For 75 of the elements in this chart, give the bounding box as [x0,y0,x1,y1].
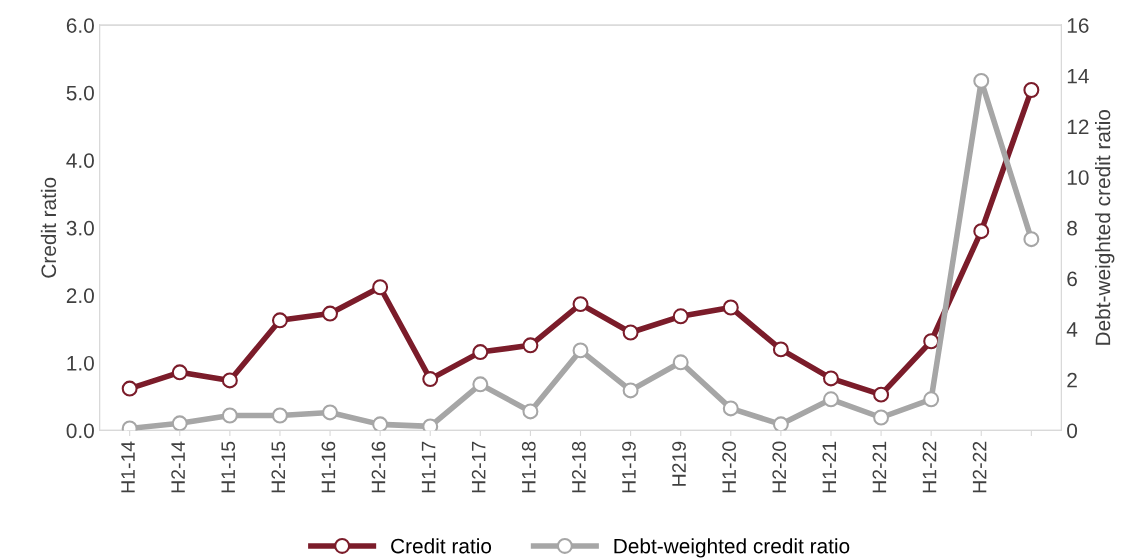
point [271,312,288,329]
point [1023,231,1040,248]
y2-tick-label: 2 [1067,372,1077,388]
x-tick-label: H1-17 [421,441,436,493]
point [772,341,789,358]
point [221,372,238,389]
y2-tick-label: 10 [1067,170,1089,185]
point [472,344,489,361]
x-tick-label: H2-15 [271,441,286,493]
x-tick-label: H1-22 [922,441,937,493]
y-tick-label: 6.0 [66,18,94,33]
point [372,279,389,296]
x-tick-label: H2-21 [872,441,887,493]
point [923,333,940,350]
y2-tick-label: 4 [1066,322,1078,337]
point [322,305,339,322]
x-tick-label: H2-14 [171,441,185,493]
point [873,386,890,403]
point [672,308,689,325]
point [522,403,539,420]
point [572,342,589,359]
point [572,296,589,313]
y2-tick-label: 8 [1067,220,1077,236]
x-tick-label: H1-16 [321,441,336,493]
x-tick-label: H2-22 [972,441,987,493]
x-tick-label: H1-19 [622,441,636,493]
point [422,371,439,388]
point [422,418,439,431]
x-tick-label: H2-16 [371,441,386,493]
point [823,391,839,408]
y2-tick-label: 14 [1067,69,1089,84]
y2-tick-label: 16 [1067,18,1089,33]
x-tick-label: H1-15 [221,441,236,493]
y2-axis-title: Debt-weighted credit ratio [1095,109,1115,345]
x-tick-label: H219 [672,441,686,486]
point [121,380,138,397]
x-tick-label: H2-17 [471,441,486,493]
point [322,404,339,421]
y-tick-label: 5.0 [66,85,94,101]
point [171,415,188,431]
point [221,407,238,424]
point [873,409,890,426]
y-tick-label: 0.0 [66,423,94,439]
y2-tick-label: 6 [1067,271,1077,287]
y-tick-label: 4.0 [66,153,94,168]
point [722,299,739,316]
point [622,324,639,341]
y-axis-title: Credit ratio [40,177,57,278]
point [472,376,489,393]
legend-label: Credit ratio [391,538,492,554]
point [973,223,990,240]
point [271,407,288,424]
point [522,337,539,354]
x-tick-label: H1-18 [521,441,536,493]
y-tick-label: 2.0 [66,288,94,304]
x-tick-label: H2-18 [571,441,586,493]
point [171,364,188,381]
point [672,354,689,371]
point [1023,82,1040,98]
y2-tick-label: 12 [1067,119,1089,135]
y2-tick-label: 0 [1067,423,1078,439]
point [622,382,639,399]
x-tick-label: H1-14 [121,441,135,493]
point [372,416,389,431]
point [973,72,990,89]
y-tick-label: 1.0 [67,355,94,371]
point [722,400,739,417]
y-tick-label: 3.0 [66,220,94,236]
x-tick-label: H2-20 [772,441,787,493]
point [823,370,839,387]
point [923,391,940,408]
x-tick-label: H1-21 [822,441,837,493]
point [772,416,789,431]
x-tick-label: H1-20 [722,441,737,493]
legend-label: Debt-weighted credit ratio [614,538,850,558]
